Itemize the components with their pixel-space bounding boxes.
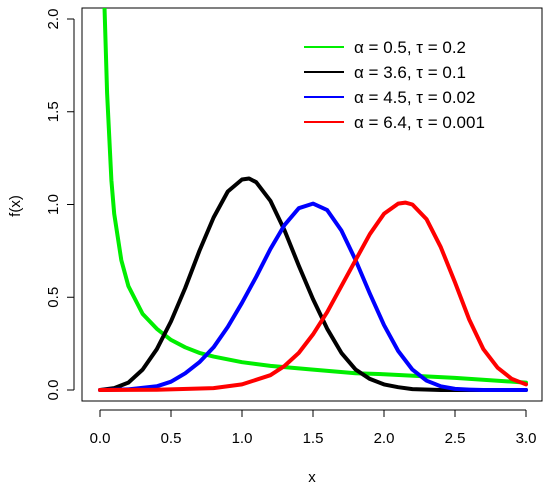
legend-label: α = 3.6, τ = 0.1 xyxy=(354,63,466,82)
y-tick-label: 1.0 xyxy=(45,194,62,215)
x-tick-label: 2.5 xyxy=(445,430,466,447)
x-axis-title: x xyxy=(308,469,316,486)
series-line-2 xyxy=(98,176,528,392)
x-tick-label: 2.0 xyxy=(374,430,395,447)
y-tick-label: 1.5 xyxy=(45,101,62,122)
y-axis: 0.0 0.5 1.0 1.5 2.0 xyxy=(45,9,75,401)
y-axis-title: f(x) xyxy=(7,195,24,217)
series-line-3 xyxy=(98,201,528,392)
y-tick-label: 0.5 xyxy=(45,287,62,308)
x-axis: 0.0 0.5 1.0 1.5 2.0 2.5 3.0 xyxy=(90,409,537,447)
series-line-4 xyxy=(98,200,528,392)
x-tick-label: 3.0 xyxy=(516,430,537,447)
y-tick-label: 0.0 xyxy=(45,380,62,401)
legend-label: α = 0.5, τ = 0.2 xyxy=(354,38,466,57)
x-tick-label: 1.5 xyxy=(303,430,324,447)
y-tick-label: 2.0 xyxy=(45,9,62,30)
plot-box xyxy=(81,7,543,402)
series-line-1 xyxy=(102,8,528,385)
legend-label: α = 4.5, τ = 0.02 xyxy=(354,88,475,107)
x-tick-label: 0.0 xyxy=(90,430,111,447)
x-tick-label: 0.5 xyxy=(161,430,182,447)
x-tick-label: 1.0 xyxy=(232,430,253,447)
legend: α = 0.5, τ = 0.2 α = 3.6, τ = 0.1 α = 4.5,… xyxy=(304,38,485,132)
legend-label: α = 6.4, τ = 0.001 xyxy=(354,113,485,132)
series-layer xyxy=(98,8,528,392)
